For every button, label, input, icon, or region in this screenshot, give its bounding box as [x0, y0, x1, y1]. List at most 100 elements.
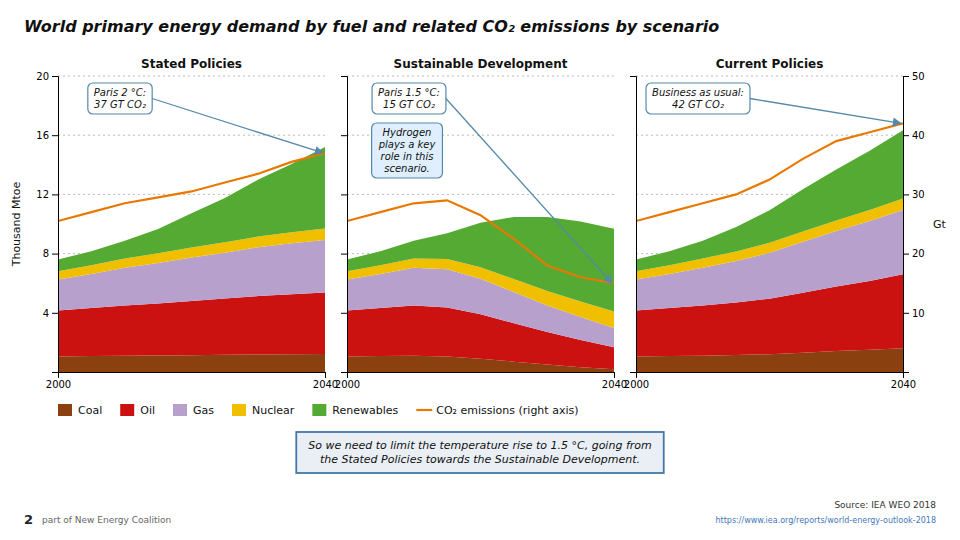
- annotation-box: [372, 123, 443, 178]
- tick-label: 20: [36, 71, 49, 82]
- tick-mark: [903, 76, 909, 77]
- grid-line: [58, 76, 325, 77]
- y-axis-tick: [341, 135, 347, 136]
- legend-swatch: [173, 404, 187, 416]
- tick-label: 30: [912, 189, 925, 200]
- tick-mark: [52, 254, 58, 255]
- y-axis-tick: [341, 194, 347, 195]
- legend-swatch: [416, 409, 432, 411]
- tick-mark: [903, 313, 909, 314]
- legend-item: Oil: [120, 404, 155, 417]
- legend-item: Gas: [173, 404, 214, 417]
- annotations: Paris 1.5 °C:15 GT CO₂ Hydrogenplays a ke…: [372, 83, 612, 283]
- annotation-group: Hydrogenplays a keyrole in thisscenario.: [372, 123, 443, 178]
- y-axis-tick: 16: [36, 130, 58, 141]
- panel: 200020401020304050Current PoliciesGtBusi…: [624, 57, 947, 390]
- y-axis-label: Thousand Mtoe: [10, 181, 23, 267]
- text-line: Hydrogen: [383, 127, 432, 138]
- tick-label: 2000: [335, 379, 360, 390]
- legend-label: Oil: [140, 404, 155, 417]
- text-line: the Stated Policies towards the Sustaina…: [320, 453, 640, 466]
- annotations: Paris 2 °C:37 GT CO₂: [88, 83, 323, 153]
- text-line: 42 GT CO₂: [672, 99, 724, 110]
- y2-axis: 1020304050: [903, 71, 925, 373]
- x-axis: 20002040: [624, 372, 916, 390]
- chart-svg: World primary energy demand by fuel and …: [0, 0, 960, 540]
- bottom-note-box: [296, 432, 663, 473]
- annotation-box: [646, 83, 750, 114]
- legend-swatch: [232, 404, 246, 416]
- x-axis-tick: 2000: [624, 372, 649, 390]
- tick-mark: [903, 194, 909, 195]
- legend-label: CO₂ emissions (right axis): [436, 404, 578, 417]
- tick-mark: [341, 76, 347, 77]
- legend-swatch: [120, 404, 134, 416]
- y-axis-tick: [341, 313, 347, 314]
- text-line: Paris 1.5 °C:: [378, 87, 440, 98]
- tick-mark: [903, 135, 909, 136]
- y-axis-tick: 8: [43, 248, 58, 259]
- legend-item: CO₂ emissions (right axis): [416, 404, 578, 417]
- line: [58, 153, 325, 221]
- y-axis-tick: [341, 254, 347, 255]
- legend-item: Renewables: [312, 404, 398, 417]
- grid-line: [347, 76, 614, 77]
- legend-item: Nuclear: [232, 404, 295, 417]
- text-line: plays a key: [378, 139, 437, 150]
- area: [636, 130, 903, 271]
- line: [636, 123, 903, 221]
- annotation: Hydrogenplays a keyrole in thisscenario.: [378, 127, 437, 174]
- annotation-group: Business as usual:42 GT CO₂: [646, 83, 750, 114]
- annotation: Paris 1.5 °C:15 GT CO₂: [378, 87, 440, 110]
- tick-label: 10: [912, 308, 925, 319]
- y-axis-tick: 12: [36, 189, 58, 200]
- y2-axis-tick: 30: [903, 189, 925, 200]
- source-url: https://www.iea.org/reports/world-energy…: [716, 516, 937, 525]
- tick-mark: [341, 194, 347, 195]
- y2-axis-line: [904, 77, 910, 373]
- text-line: scenario.: [384, 163, 430, 174]
- legend-label: Renewables: [332, 404, 398, 417]
- x-axis: 20002040: [46, 372, 338, 390]
- grid: [636, 76, 903, 313]
- tick-label: 40: [912, 130, 925, 141]
- tick-mark: [341, 135, 347, 136]
- page-number: 2: [24, 512, 33, 527]
- annotation-group: Paris 1.5 °C:15 GT CO₂: [372, 83, 446, 114]
- text-line: 37 GT CO₂: [94, 99, 146, 110]
- y-axis-line: [630, 77, 637, 373]
- y2-axis-tick: 20: [903, 248, 925, 259]
- tick-mark: [341, 254, 347, 255]
- annotations: Business as usual:42 GT CO₂: [646, 83, 901, 123]
- y2-axis-label: Gt: [933, 218, 947, 231]
- tick-mark: [341, 313, 347, 314]
- panel-title: Current Policies: [716, 57, 824, 71]
- tick-label: 4: [43, 308, 49, 319]
- area: [58, 147, 325, 271]
- tick-mark: [52, 76, 58, 77]
- tick-mark: [325, 372, 326, 378]
- x-axis-tick: 2000: [46, 372, 71, 390]
- legend-swatch: [312, 404, 326, 416]
- chart-title: World primary energy demand by fuel and …: [24, 17, 719, 36]
- legend-item: Coal: [58, 404, 102, 417]
- annotation-box: [372, 83, 446, 114]
- legend-label: Gas: [193, 404, 214, 417]
- annotation: Business as usual:42 GT CO₂: [652, 87, 744, 110]
- text-line: 15 GT CO₂: [383, 99, 435, 110]
- tick-mark: [52, 194, 58, 195]
- grid-line: [347, 194, 614, 195]
- legend-label: Coal: [78, 404, 102, 417]
- annotation-arrow: [750, 99, 901, 124]
- tick-mark: [903, 254, 909, 255]
- y-axis-line: [341, 77, 348, 373]
- legend-label: Nuclear: [252, 404, 295, 417]
- panel-title: Sustainable Development: [394, 57, 568, 71]
- x-axis-line: [637, 373, 904, 379]
- legend-swatch: [58, 404, 72, 416]
- tick-label: 16: [36, 130, 49, 141]
- y-axis-tick: [341, 76, 347, 77]
- x-axis-line: [59, 373, 326, 379]
- y2-axis-tick: 40: [903, 130, 925, 141]
- plot-area: [636, 123, 903, 372]
